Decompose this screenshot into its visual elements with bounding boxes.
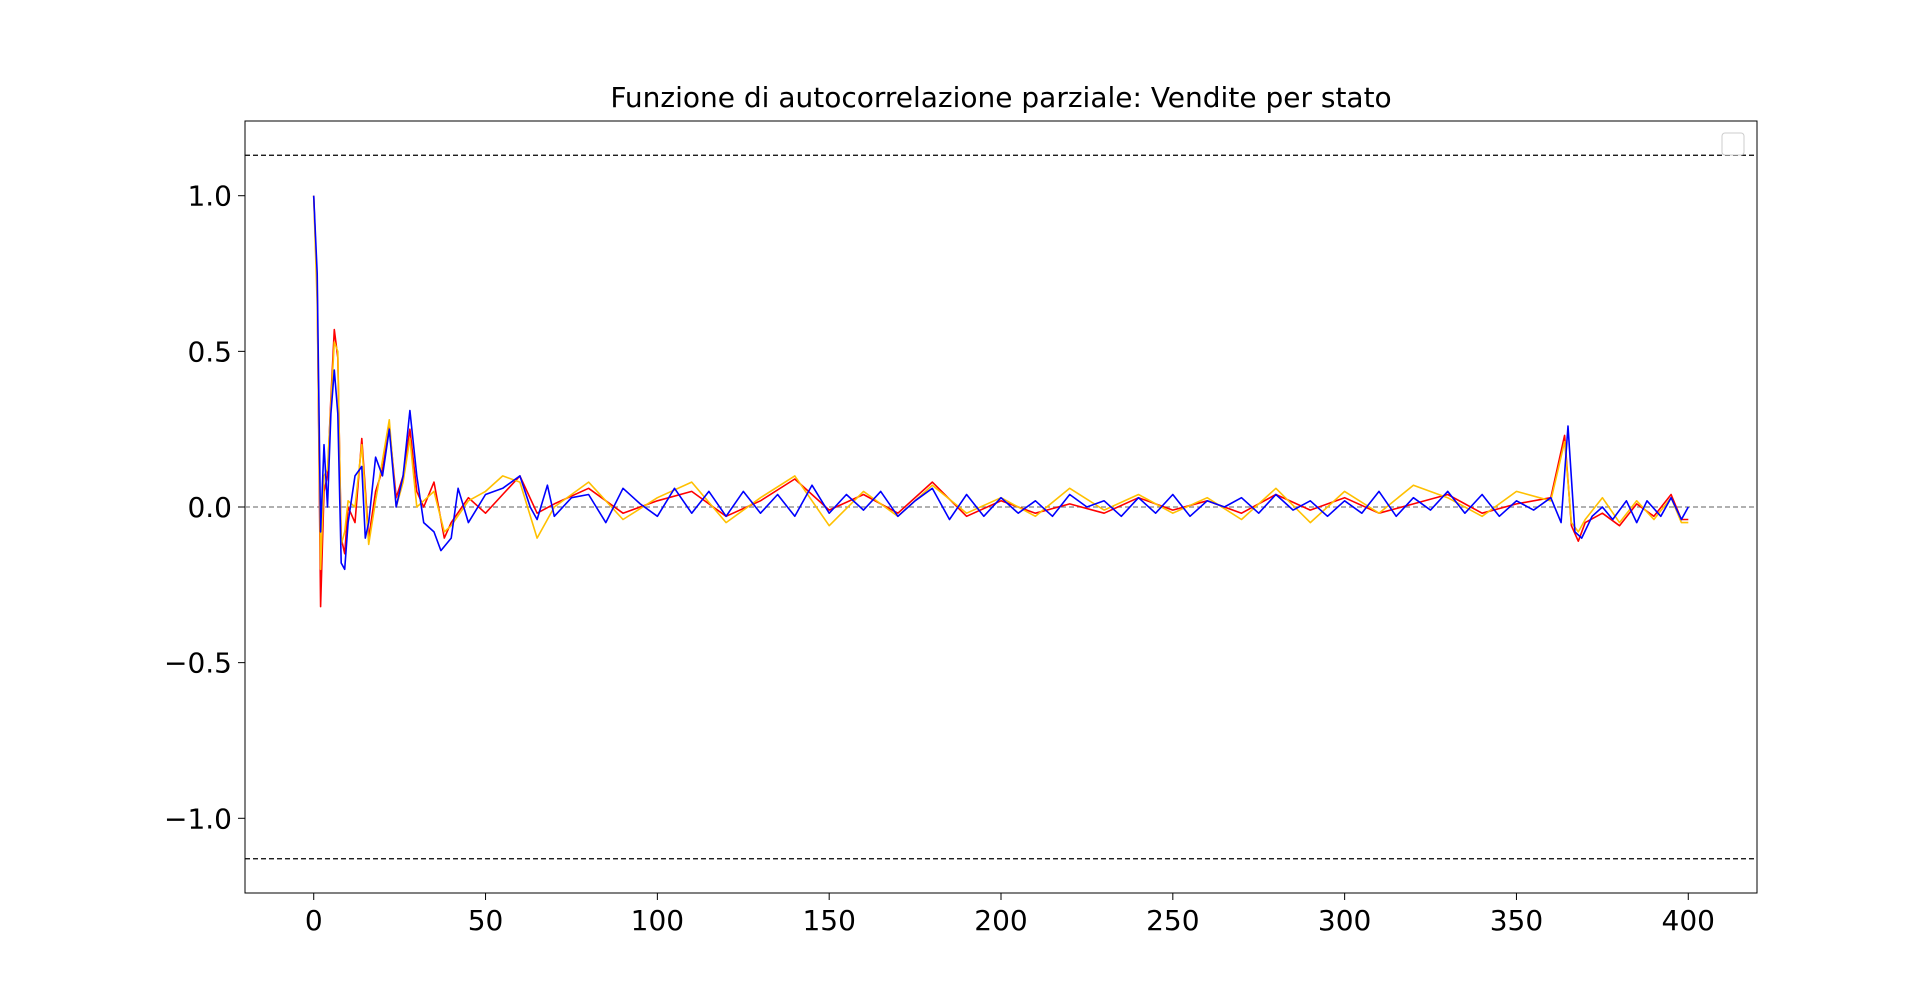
- x-tick-label: 250: [1146, 904, 1199, 937]
- x-tick-label: 150: [802, 904, 855, 937]
- y-tick-label: −0.5: [164, 647, 232, 680]
- chart-title: Funzione di autocorrelazione parziale: V…: [610, 81, 1391, 114]
- y-tick-label: 0.0: [187, 491, 232, 524]
- x-tick-label: 350: [1490, 904, 1543, 937]
- series-line-1: [312, 195, 1689, 571]
- y-tick-label: 1.0: [187, 180, 232, 213]
- x-tick-label: 0: [305, 904, 323, 937]
- x-tick-label: 300: [1318, 904, 1371, 937]
- plot-area: [244, 120, 1758, 894]
- y-axis: −1.0 −0.5 0.0 0.5 1.0: [164, 180, 245, 835]
- x-tick-label: 200: [974, 904, 1027, 937]
- x-tick-label: 50: [468, 904, 504, 937]
- y-tick-label: 0.5: [187, 335, 232, 368]
- x-axis: 0 50 100 150 200 250 300 350 400: [305, 893, 1715, 937]
- series-line-2: [312, 195, 1690, 571]
- y-tick-label: −1.0: [164, 802, 232, 835]
- legend-box: [1721, 132, 1745, 156]
- x-tick-label: 100: [631, 904, 684, 937]
- series-group: [312, 195, 1690, 608]
- x-tick-label: 400: [1662, 904, 1715, 937]
